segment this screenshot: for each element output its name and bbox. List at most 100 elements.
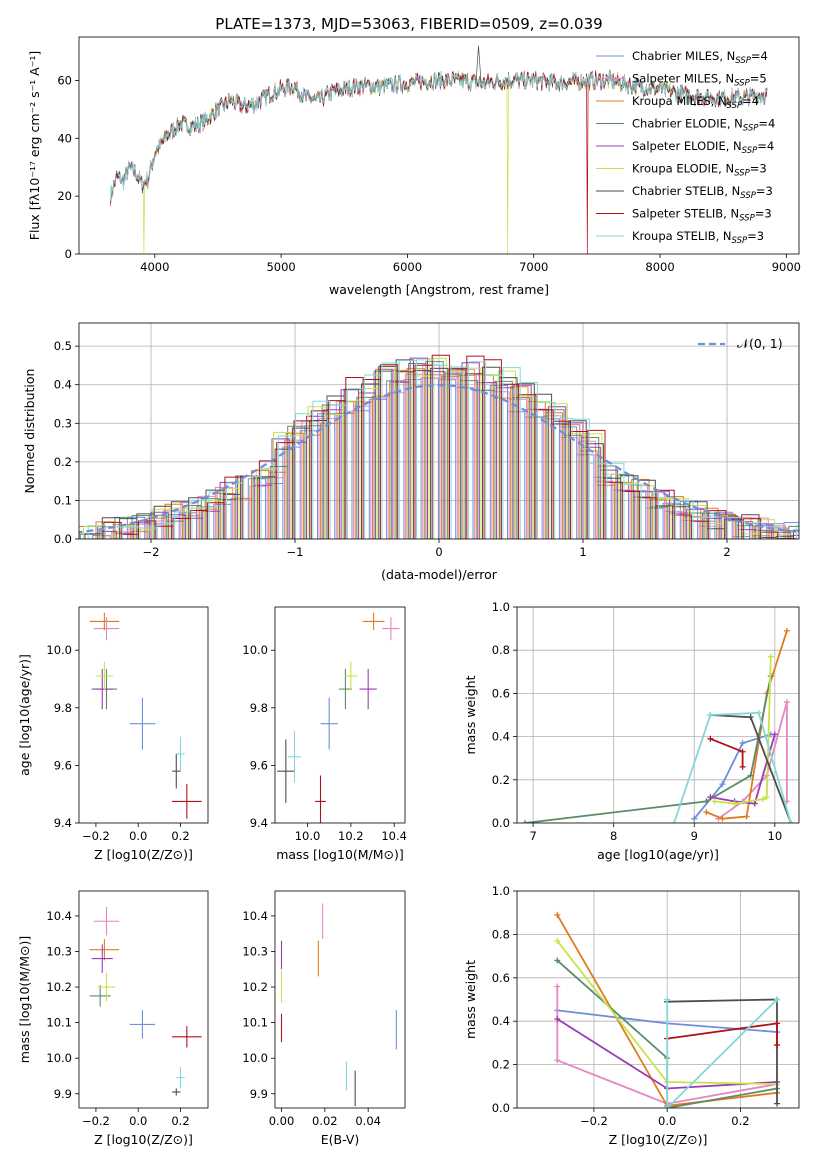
spectrum-frame bbox=[78, 36, 800, 255]
age-vs-mass-plot bbox=[277, 612, 400, 823]
x-axis-label: mass [log10(M/M⊙)] bbox=[276, 847, 404, 862]
marker bbox=[739, 748, 746, 755]
marker bbox=[774, 1042, 781, 1049]
residuals-plot bbox=[79, 323, 799, 539]
x-tick-label: −0.2 bbox=[82, 829, 110, 843]
weight-chabrier-stelib bbox=[707, 712, 794, 823]
age-vs-Z-axes: −0.2 0.0 0.2 9.4 9.6 9.8 10.0 Z [log10(Z/Z⊙)] ag… bbox=[17, 606, 209, 862]
series-line bbox=[524, 675, 772, 823]
legend-entry: Kroupa ELODIE, NSSP=3 bbox=[632, 162, 767, 179]
y-tick-label: 10.4 bbox=[46, 909, 72, 923]
y-tick-label: 10.4 bbox=[242, 909, 268, 923]
y-tick-label: 10.0 bbox=[46, 1051, 72, 1065]
marker bbox=[711, 798, 718, 805]
marker bbox=[707, 712, 714, 718]
y-axis-label: mass weight bbox=[463, 675, 478, 754]
point-salpeter-elodie bbox=[91, 668, 113, 710]
weight-salpeter-stelib bbox=[707, 735, 746, 770]
marker bbox=[763, 794, 770, 801]
mass-weight-vs-age-axes: 7 8 9 10 0.0 0.2 0.4 0.6 0.8 1.0 age [log10(age/yr… bbox=[463, 600, 800, 862]
mass-vs-Z-plot bbox=[89, 907, 202, 1096]
y-tick-label: 9.4 bbox=[54, 816, 72, 830]
marker bbox=[691, 815, 698, 822]
series-line bbox=[666, 998, 778, 1108]
point-salpeter-miles bbox=[93, 617, 120, 641]
age-vs-Z-plot bbox=[89, 612, 202, 819]
point-chabrier-miles bbox=[129, 1010, 156, 1039]
x-tick-label: 0.04 bbox=[355, 1114, 381, 1128]
y-tick-label: 10.0 bbox=[242, 1051, 268, 1065]
point-chabrier-miles bbox=[320, 697, 338, 750]
x-axis-label: Z [log10(Z/Z⊙)] bbox=[94, 847, 193, 862]
legend-entry: 𝒩(0, 1) bbox=[737, 336, 783, 351]
y-tick-label: 9.6 bbox=[250, 758, 268, 772]
marker bbox=[787, 820, 794, 823]
y-tick-label: 9.8 bbox=[54, 701, 72, 715]
legend-entry: Salpeter ELODIE, NSSP=4 bbox=[632, 139, 774, 156]
marker bbox=[783, 699, 790, 706]
x-tick-label: 0.0 bbox=[129, 1114, 147, 1128]
y-tick-label: 10.2 bbox=[46, 980, 72, 994]
x-tick-label: −0.2 bbox=[82, 1114, 110, 1128]
y-tick-label: 1.0 bbox=[492, 884, 510, 898]
x-tick-label: 0.2 bbox=[171, 1114, 189, 1128]
marker bbox=[719, 781, 726, 788]
x-tick-label: 0.0 bbox=[129, 829, 147, 843]
y-axis-label: age [log10(age/yr)] bbox=[17, 654, 32, 776]
x-tick-label: 8 bbox=[610, 829, 617, 843]
x-tick-label: −0.2 bbox=[580, 1114, 608, 1128]
y-tick-label: 9.9 bbox=[250, 1087, 268, 1101]
y-tick-label: 9.4 bbox=[250, 816, 268, 830]
x-tick-label: 10.4 bbox=[381, 829, 407, 843]
y-tick-label: 10.0 bbox=[46, 643, 72, 657]
marker bbox=[783, 627, 790, 634]
y-tick-label: 10.3 bbox=[242, 944, 268, 958]
y-tick-label: 40 bbox=[57, 131, 72, 145]
y-tick-label: 0.5 bbox=[54, 339, 72, 353]
x-tick-label: 8000 bbox=[645, 260, 674, 274]
point-chabrier-stelib bbox=[172, 1088, 181, 1096]
series-line bbox=[667, 1022, 778, 1046]
age-vs-Z-frame bbox=[78, 606, 209, 824]
mass-weight-vs-Z-frame bbox=[516, 890, 800, 1109]
hist-chabrier-elodie bbox=[79, 361, 799, 539]
hist-kroupa-stelib bbox=[79, 359, 799, 539]
x-tick-label: 0.00 bbox=[269, 1114, 295, 1128]
marker bbox=[703, 809, 710, 816]
point-kroupa-elodie bbox=[98, 972, 115, 1002]
y-tick-label: 0.0 bbox=[492, 1101, 510, 1115]
x-axis-label: E(B-V) bbox=[321, 1132, 360, 1147]
point-chabrier-elodie bbox=[338, 668, 352, 710]
series-line bbox=[556, 986, 778, 1105]
point-salpeter-stelib bbox=[172, 784, 202, 819]
x-tick-label: −1 bbox=[287, 545, 304, 559]
spectrum-legend: Chabrier MILES, NSSP=4 Salpeter MILES, NS… bbox=[596, 49, 775, 246]
y-tick-label: 0.2 bbox=[54, 455, 72, 469]
spectrum-axes: 4000 5000 6000 7000 8000 9000 0 20 40 60 PLATE=137… bbox=[27, 15, 801, 297]
x-tick-label: 0.2 bbox=[731, 1114, 749, 1128]
point-chabrier-elodie bbox=[89, 985, 111, 1007]
hist-salpeter-stelib bbox=[79, 354, 799, 539]
legend-entry: Chabrier STELIB, NSSP=3 bbox=[632, 184, 773, 201]
marker bbox=[719, 815, 726, 822]
x-tick-label: 0.2 bbox=[171, 829, 189, 843]
point-kroupa-elodie bbox=[344, 661, 358, 691]
x-tick-label: 4000 bbox=[140, 260, 169, 274]
y-tick-label: 0.6 bbox=[492, 971, 510, 985]
x-tick-label: 10.2 bbox=[338, 829, 364, 843]
y-tick-label: 9.6 bbox=[54, 758, 72, 772]
marker bbox=[759, 796, 766, 803]
residuals-axes: −2 −1 0 1 2 0.0 0.1 0.2 0.3 0.4 0.5 (data-model)/er… bbox=[22, 322, 800, 582]
y-tick-label: 0.3 bbox=[54, 416, 72, 430]
point-chabrier-miles bbox=[129, 697, 156, 750]
series-line bbox=[673, 711, 792, 823]
marker bbox=[671, 820, 678, 823]
x-tick-label: 10 bbox=[768, 829, 783, 843]
y-axis-label: Flux [fλ10⁻¹⁷ erg cm⁻² s⁻¹ A⁻¹] bbox=[27, 51, 42, 240]
mass-weight-vs-age-plot bbox=[517, 607, 799, 823]
y-tick-label: 0.6 bbox=[492, 686, 510, 700]
x-tick-label: 9 bbox=[691, 829, 698, 843]
hist-salpeter-elodie bbox=[79, 357, 799, 539]
marker bbox=[554, 1016, 561, 1023]
point-salpeter-stelib bbox=[315, 775, 326, 823]
